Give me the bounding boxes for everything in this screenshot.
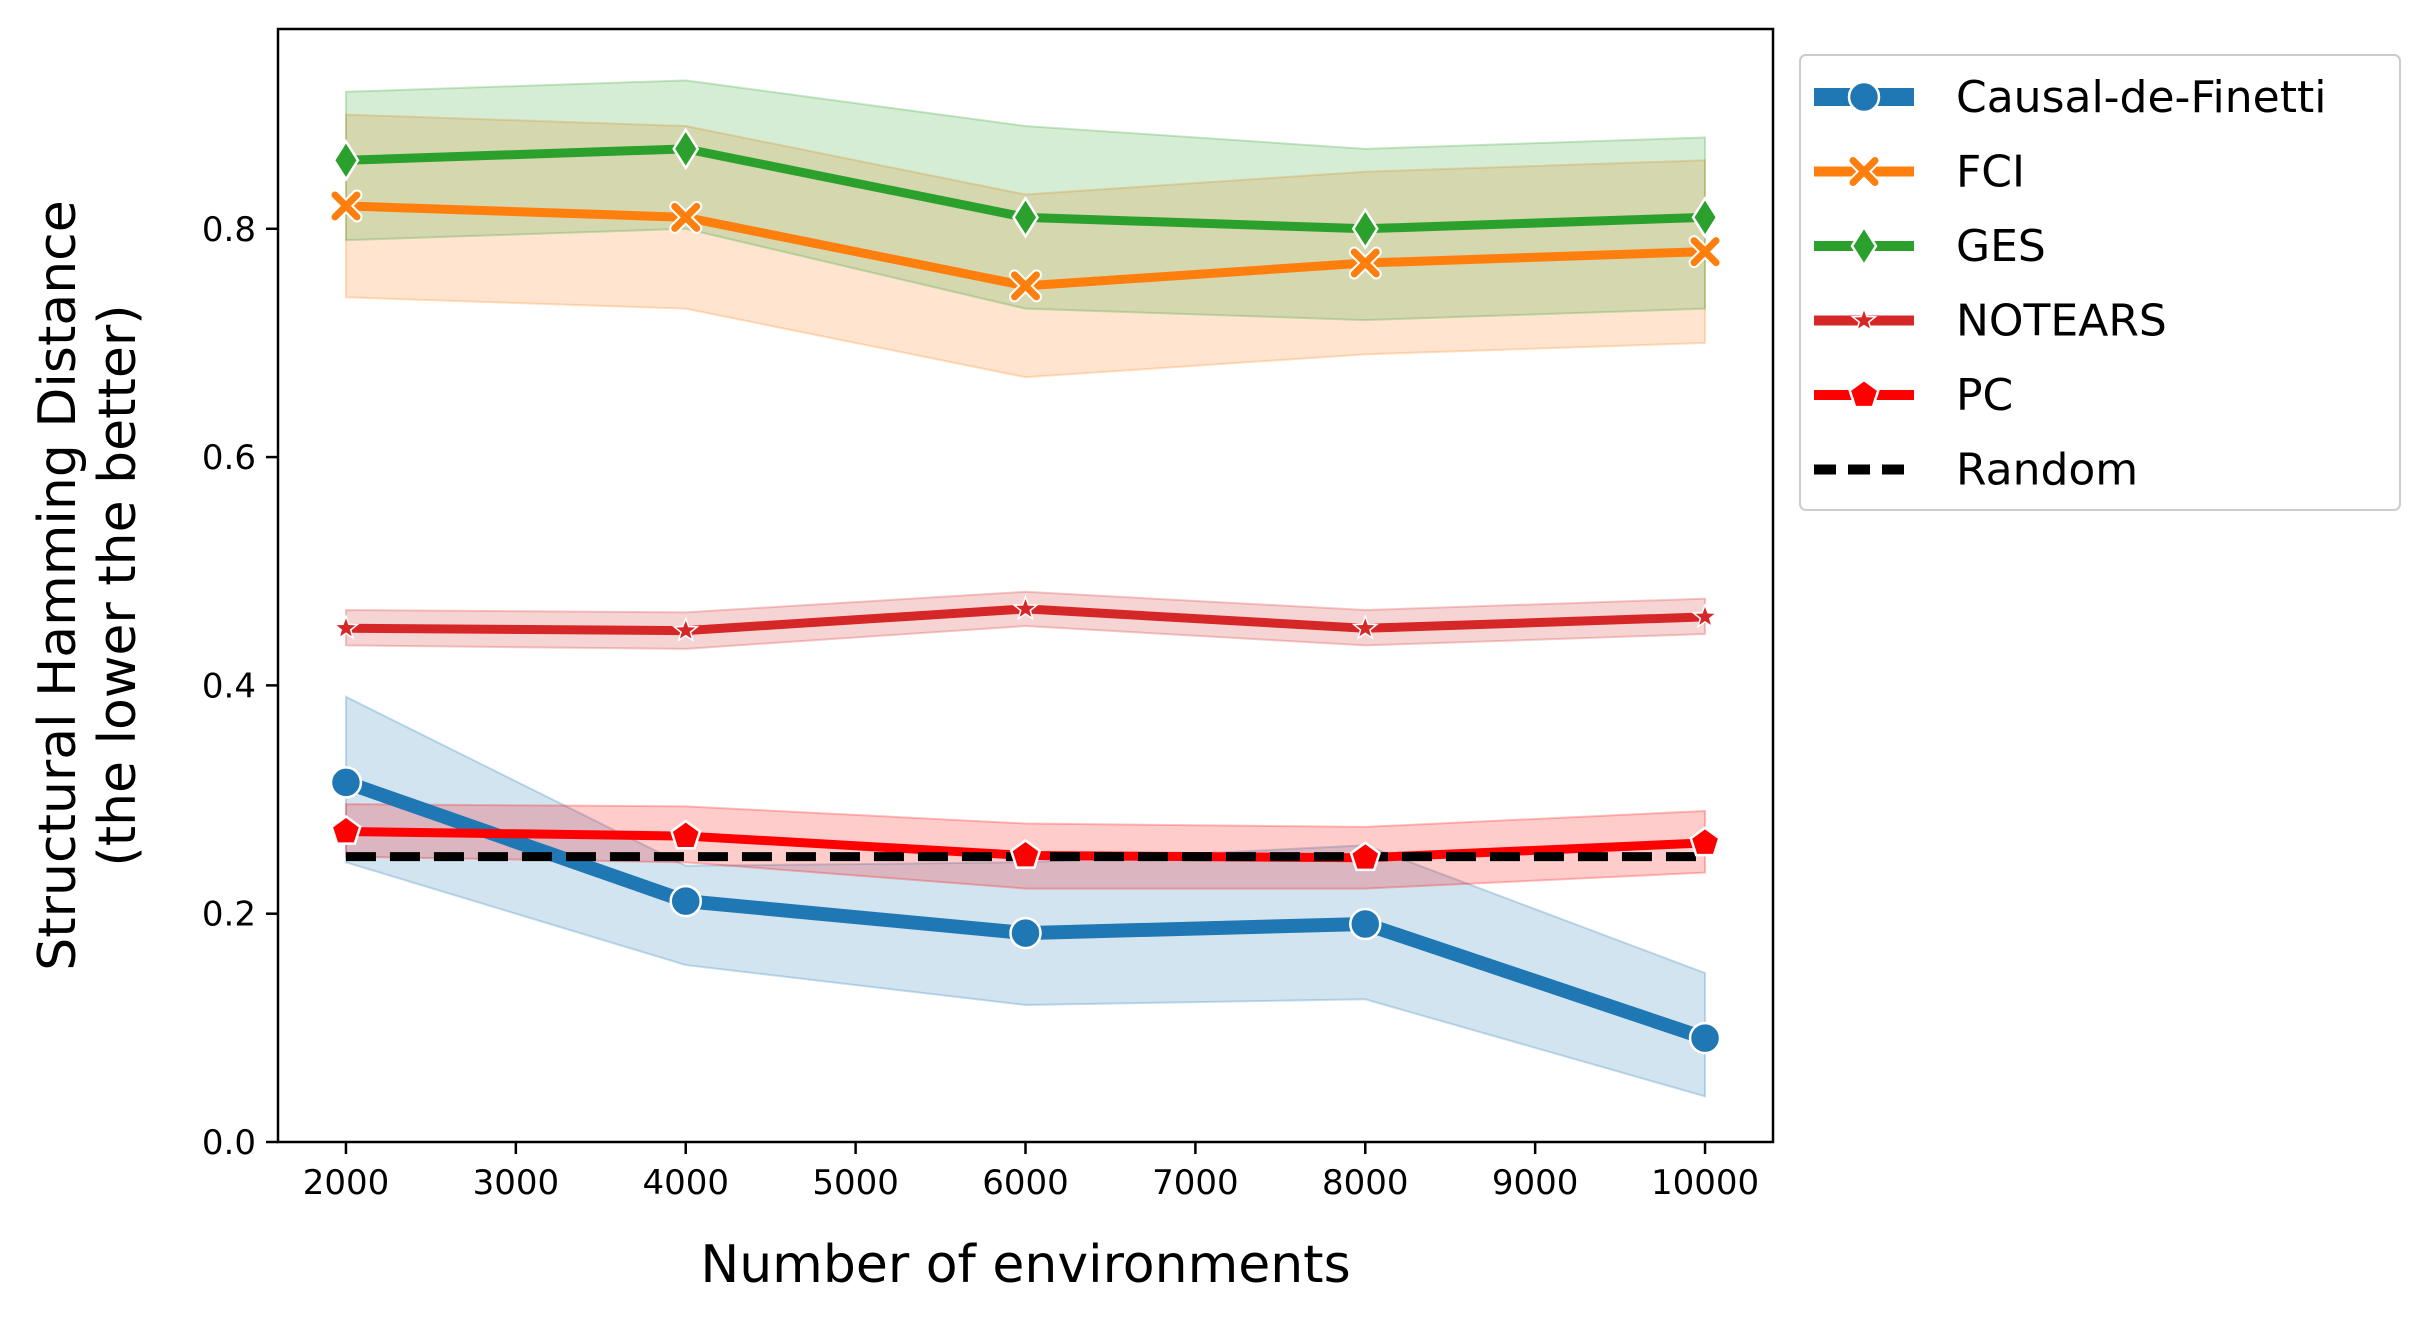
marker-notears xyxy=(332,614,360,640)
legend-item-notears: NOTEARS xyxy=(1814,296,2167,347)
x-tick-label: 4000 xyxy=(642,1163,729,1203)
legend-label-fci: FCI xyxy=(1956,147,2025,198)
y-tick-label: 0.6 xyxy=(202,438,256,478)
marker-notears xyxy=(672,616,700,643)
series-markers xyxy=(329,127,1722,1055)
legend-label-notears: NOTEARS xyxy=(1956,296,2167,347)
legend-label-ges: GES xyxy=(1956,221,2046,272)
marker-pc xyxy=(670,819,702,850)
band-causal-de-finetti xyxy=(344,695,1707,1098)
x-tick-label: 10000 xyxy=(1651,1163,1759,1203)
marker-legend-pc xyxy=(1848,378,1880,409)
legend-item-fci: FCI xyxy=(1814,147,2025,198)
markers-causal-de-finetti xyxy=(329,766,1722,1055)
x-tick-label: 5000 xyxy=(812,1163,899,1203)
legend: Causal-de-Finetti FCI GES NOTEARS PC Random xyxy=(1799,54,2401,511)
legend-item-pc: PC xyxy=(1814,370,2013,421)
y-axis-label-line2: (the lower the better) xyxy=(88,304,148,866)
marker-causal-de-finetti xyxy=(1688,1021,1722,1055)
marker-notears xyxy=(1012,594,1039,621)
x-tick-label: 7000 xyxy=(1152,1163,1239,1203)
y-axis-ticks: 0.0 0.2 0.4 0.6 0.8 xyxy=(202,210,278,1163)
marker-pc xyxy=(1009,838,1042,869)
y-tick-label: 0.0 xyxy=(202,1123,256,1163)
marker-notears xyxy=(1351,614,1379,640)
marker-ges xyxy=(672,127,700,171)
legend-item-random: Random xyxy=(1814,445,2138,496)
markers-fci xyxy=(329,189,1722,303)
legend-label-causal-de-finetti: Causal-de-Finetti xyxy=(1956,72,2326,123)
marker-notears xyxy=(1691,602,1719,629)
x-tick-label: 9000 xyxy=(1492,1163,1579,1203)
legend-label-pc: PC xyxy=(1956,370,2013,421)
y-tick-label: 0.2 xyxy=(202,895,256,935)
markers-pc xyxy=(330,814,1721,872)
x-axis-label: Number of environments xyxy=(700,1235,1350,1295)
y-tick-label: 0.4 xyxy=(202,666,256,706)
marker-ges xyxy=(1691,196,1719,239)
x-tick-label: 3000 xyxy=(473,1163,560,1203)
legend-item-causal-de-finetti: Causal-de-Finetti xyxy=(1814,72,2326,123)
marker-fci xyxy=(331,191,361,221)
x-tick-label: 6000 xyxy=(982,1163,1069,1203)
markers-notears xyxy=(332,594,1719,643)
x-axis-ticks: 2000 3000 4000 5000 6000 7000 8000 9000 10000 xyxy=(303,1142,1759,1203)
y-axis-label-line1: Structural Hamming Distance xyxy=(28,200,88,970)
marker-pc xyxy=(330,814,362,845)
marker-ges xyxy=(1012,196,1039,239)
marker-ges xyxy=(332,138,360,182)
marker-causal-de-finetti xyxy=(329,766,363,799)
marker-causal-de-finetti xyxy=(1009,916,1042,950)
marker-legend-notears xyxy=(1850,306,1878,332)
marker-pc xyxy=(1689,826,1721,857)
x-tick-label: 8000 xyxy=(1322,1163,1409,1203)
marker-causal-de-finetti xyxy=(669,884,702,918)
band-fci xyxy=(344,113,1707,379)
marker-fci xyxy=(1350,248,1380,278)
marker-legend-fci xyxy=(1849,157,1879,186)
marker-pc xyxy=(1349,841,1381,872)
marker-fci xyxy=(671,202,701,232)
y-tick-label: 0.8 xyxy=(202,210,256,250)
legend-item-ges: GES xyxy=(1814,221,2046,272)
marker-fci xyxy=(1011,271,1040,301)
marker-causal-de-finetti xyxy=(1349,907,1382,941)
marker-ges xyxy=(1351,207,1379,251)
x-tick-label: 2000 xyxy=(303,1163,390,1203)
marker-legend-ges xyxy=(1850,224,1878,268)
legend-box xyxy=(1799,54,2401,511)
legend-label-random: Random xyxy=(1956,445,2138,496)
marker-legend-causal-de-finetti xyxy=(1847,80,1881,114)
markers-ges xyxy=(332,127,1719,251)
marker-fci xyxy=(1690,237,1720,267)
